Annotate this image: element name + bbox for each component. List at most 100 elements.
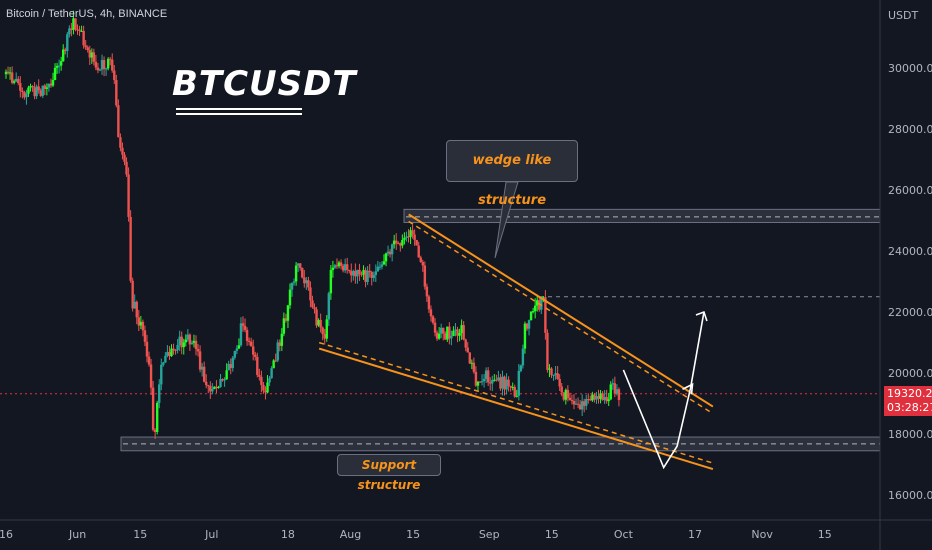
candle [599, 389, 602, 404]
candle [33, 82, 36, 100]
candle-body [123, 154, 126, 162]
candle-body [501, 376, 504, 389]
candle-body [529, 311, 533, 321]
candle-body [517, 370, 521, 396]
candle-body [256, 356, 259, 375]
candle-body [335, 265, 339, 267]
candle [202, 361, 206, 383]
candle [597, 389, 600, 404]
candle-body [292, 281, 296, 283]
candle [249, 337, 253, 347]
candle [27, 85, 30, 98]
candle [176, 339, 179, 354]
candle-body [409, 230, 412, 238]
candle-body [497, 377, 500, 381]
candle [489, 377, 492, 391]
candle-body [190, 342, 194, 345]
candle-body [209, 386, 212, 392]
candle-body [343, 264, 347, 271]
candle-body [515, 395, 518, 397]
candle [288, 283, 292, 309]
candle-body [568, 397, 572, 401]
candle [501, 370, 504, 396]
candle-body [198, 351, 202, 370]
candle-body [413, 234, 416, 240]
candle [607, 392, 610, 407]
candle [401, 234, 404, 249]
candle [439, 323, 443, 339]
candle [80, 25, 83, 33]
candle [102, 56, 106, 77]
candle [168, 346, 171, 360]
candle [100, 54, 104, 75]
candle-body [468, 352, 471, 364]
candle [497, 370, 500, 382]
wedge-callout[interactable]: wedge like structure [446, 140, 578, 208]
candle-body [27, 87, 30, 94]
candle-body [111, 59, 114, 71]
candle-body [442, 327, 445, 334]
candle-body [580, 401, 584, 410]
candle [200, 362, 204, 377]
candle [499, 373, 502, 391]
time-tick-label: 15 [406, 528, 420, 541]
candles-group [4, 10, 621, 439]
candle [211, 383, 214, 395]
candle-body [272, 360, 275, 369]
candle-body [562, 392, 565, 400]
support-callout[interactable]: Support structure [337, 454, 441, 492]
candle [290, 282, 294, 297]
candle [272, 359, 275, 369]
candle [517, 363, 521, 401]
candle-body [499, 377, 502, 389]
candle-body [364, 270, 367, 282]
candle [247, 337, 251, 346]
candle-body [395, 240, 398, 244]
candle-body [329, 270, 333, 294]
candle [8, 67, 12, 80]
candle-body [558, 378, 561, 387]
candle [456, 326, 459, 343]
candle [292, 278, 296, 286]
candle-body [188, 334, 192, 345]
candle-body [29, 86, 32, 88]
candle [562, 392, 565, 402]
candle-body [574, 403, 578, 405]
candle [576, 397, 580, 409]
candle-body [333, 265, 337, 268]
candle-body [231, 357, 234, 368]
candle [327, 291, 331, 326]
candle-body [589, 399, 592, 401]
candle [137, 310, 141, 332]
candle-body [129, 216, 132, 281]
candle [343, 258, 347, 273]
candle-body [519, 365, 523, 371]
candle-body [603, 396, 606, 401]
candle [64, 47, 67, 55]
candle-body [511, 386, 514, 388]
candle [62, 44, 65, 62]
candle-body [119, 137, 122, 148]
candle [131, 277, 134, 312]
candle-body [578, 404, 582, 410]
candle-body [427, 296, 431, 310]
candle-body [374, 271, 378, 276]
time-tick-label: Nov [751, 528, 773, 541]
price-axis[interactable]: 30000.00 28000.00 26000.00 24000.00 22000.00… [888, 62, 932, 502]
candle-body [237, 345, 241, 349]
candle [495, 374, 498, 382]
candle [153, 428, 157, 439]
candle [98, 68, 102, 72]
candle [442, 327, 445, 341]
candle-body [399, 243, 402, 246]
candle [17, 76, 20, 86]
candle-body [542, 297, 545, 299]
candle [564, 388, 568, 405]
candle-body [121, 147, 124, 155]
candle-body [595, 396, 598, 400]
candle-body [264, 390, 267, 393]
candle [552, 374, 555, 381]
time-axis[interactable]: 16 Jun 15 Jul 18 Aug 15 Sep 15 Oct 17 Nov 15 [0, 528, 832, 541]
candle-body [423, 265, 427, 287]
